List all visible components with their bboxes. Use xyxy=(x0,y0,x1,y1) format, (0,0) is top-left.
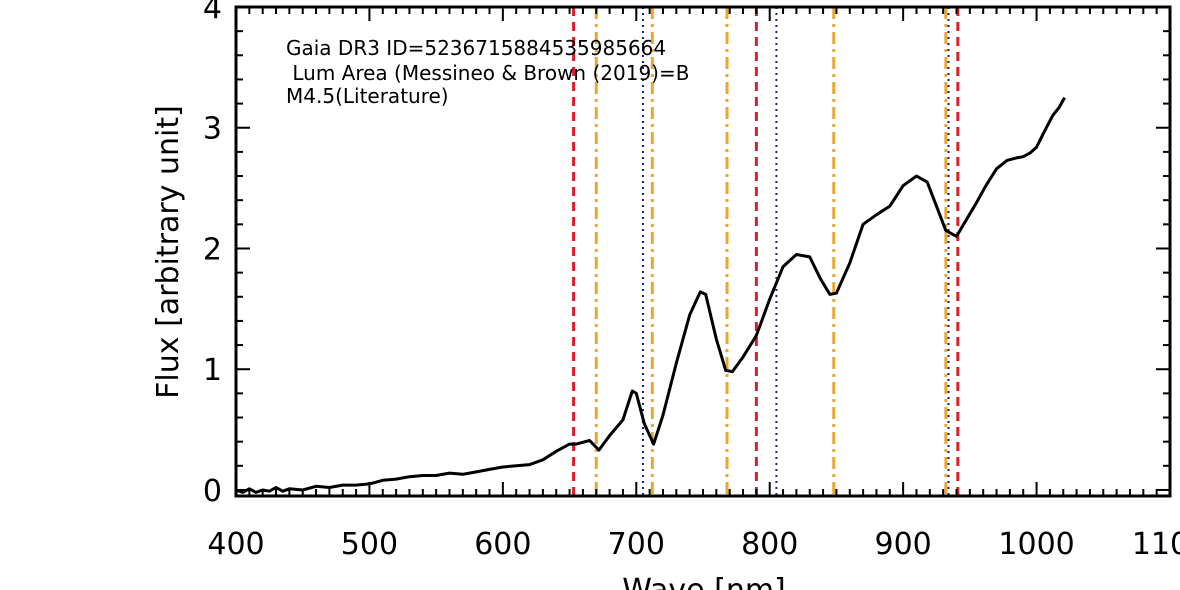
x-tick-label: 900 xyxy=(875,527,932,562)
y-tick-label: 3 xyxy=(203,112,222,147)
x-tick-label: 500 xyxy=(341,527,398,562)
axis-ticks xyxy=(235,6,1171,496)
y-axis-label: Flux [arbitrary unit] xyxy=(151,105,186,399)
x-tick-label: 400 xyxy=(207,527,264,562)
x-tick-label: 1000 xyxy=(998,527,1074,562)
x-tick-label: 700 xyxy=(608,527,665,562)
series-layer xyxy=(235,96,1066,494)
y-tick-label: 1 xyxy=(203,353,222,388)
annotations: Gaia DR3 ID=5236715884535985664 Lum Area… xyxy=(286,36,689,108)
annotation-line-2: Lum Area (Messineo & Brown (2019)=B xyxy=(286,61,689,85)
annotation-line-3: M4.5(Literature) xyxy=(286,84,449,108)
x-axis-label: Wave [nm] xyxy=(622,573,786,590)
x-tick-label: 800 xyxy=(741,527,798,562)
x-tick-label: 600 xyxy=(474,527,531,562)
series-line xyxy=(235,96,1066,494)
annotation-line-1: Gaia DR3 ID=5236715884535985664 xyxy=(286,36,666,60)
y-tick-label: 4 xyxy=(203,0,222,26)
reference-lines xyxy=(572,7,960,496)
y-tick-label: 0 xyxy=(203,474,222,509)
y-tick-label: 2 xyxy=(203,232,222,267)
